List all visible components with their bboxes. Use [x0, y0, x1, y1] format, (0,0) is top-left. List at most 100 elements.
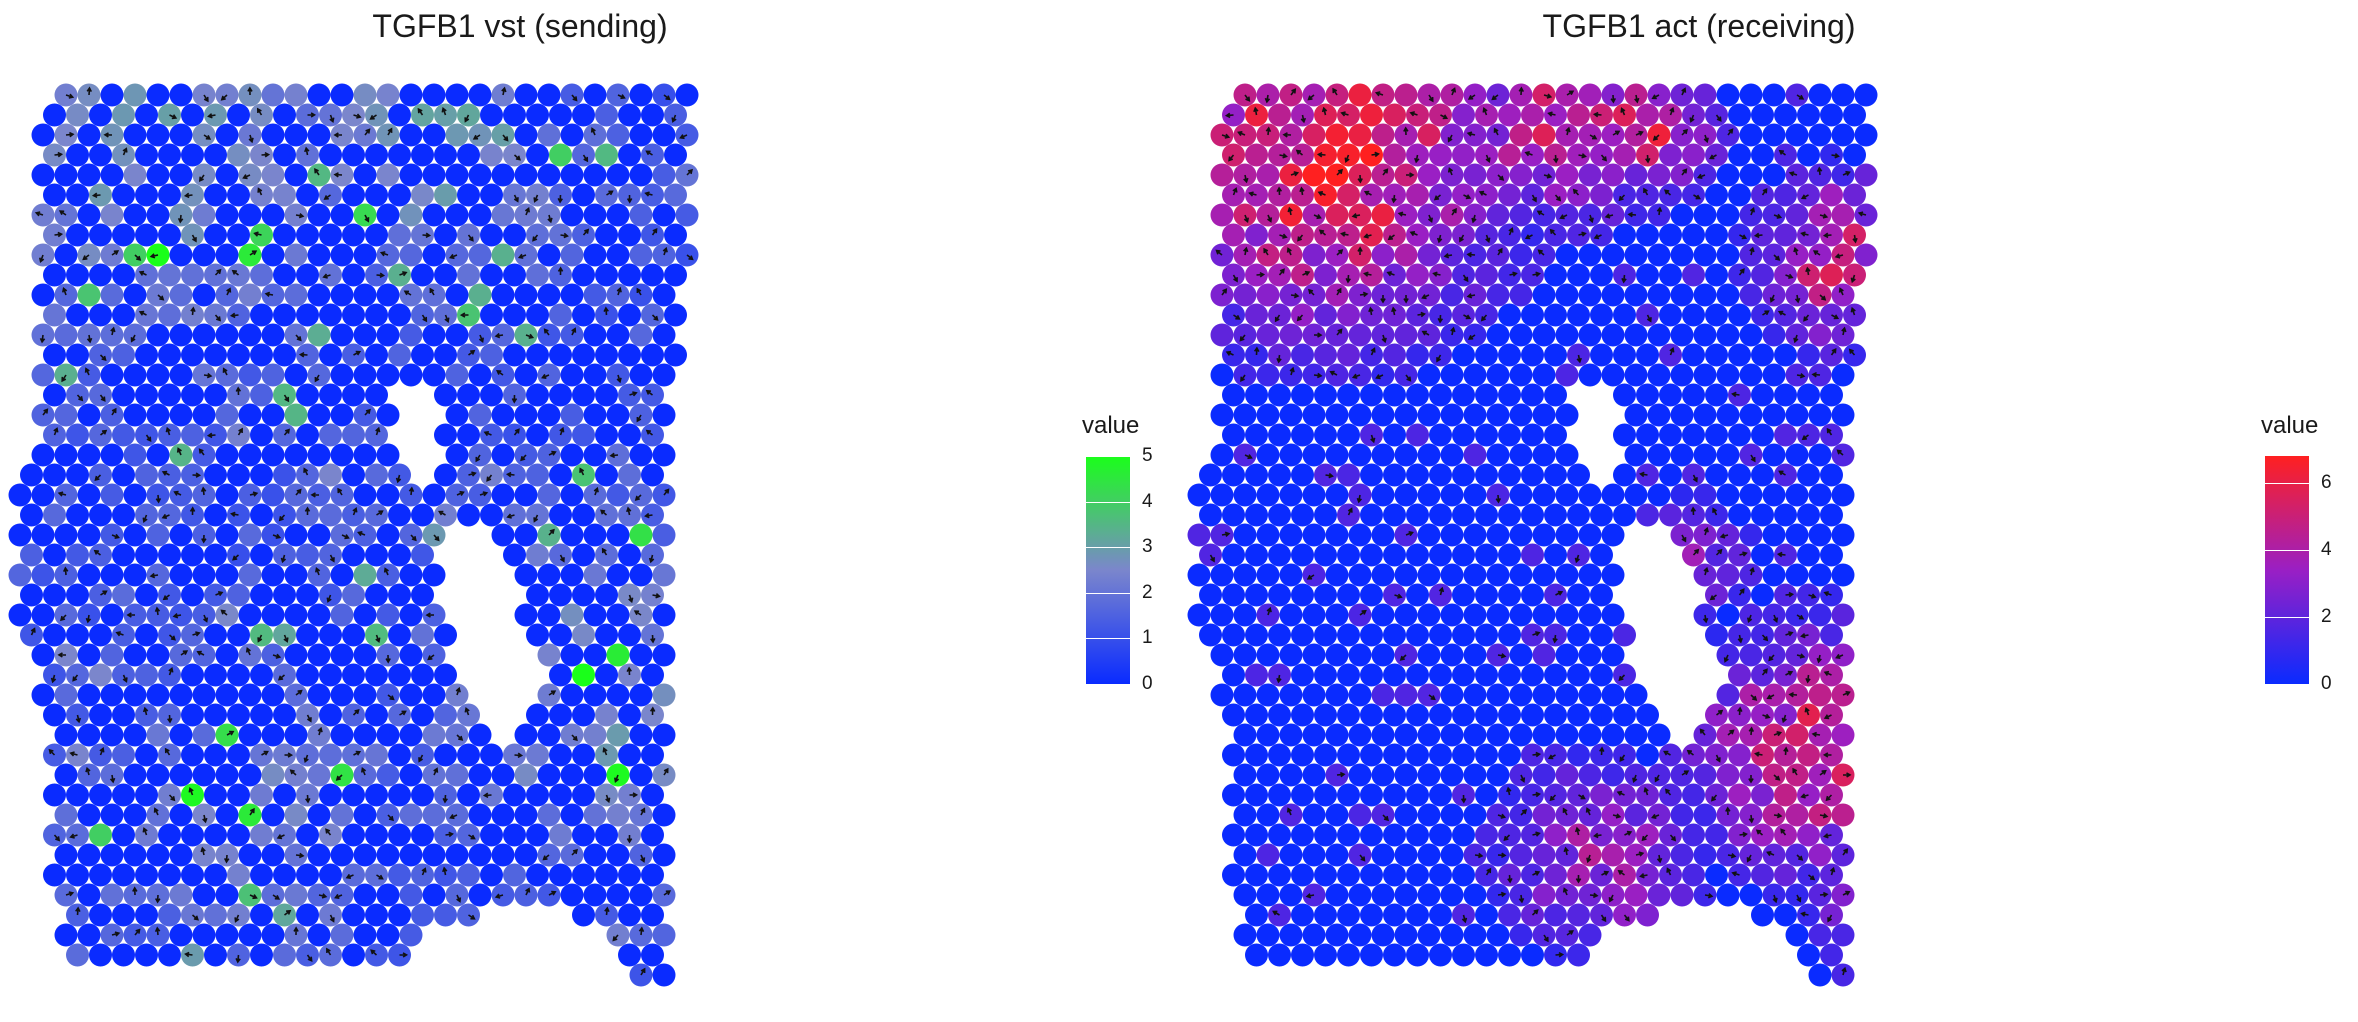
spot [1521, 103, 1544, 127]
spot [215, 883, 239, 907]
spot [1394, 243, 1418, 267]
flow-arrow [264, 291, 274, 298]
flow-arrow [229, 312, 239, 319]
spot [238, 763, 262, 787]
spot [204, 503, 227, 527]
spot [1210, 323, 1234, 347]
flow-arrow [272, 894, 281, 900]
flow-arrow [256, 107, 263, 116]
flow-arrow [202, 814, 208, 824]
spot [135, 183, 158, 207]
spot [572, 743, 595, 767]
flow-arrow [1663, 750, 1671, 756]
flow-arrow [1656, 854, 1663, 864]
flow-arrow [1336, 771, 1346, 778]
spot [1337, 303, 1360, 327]
spot [1475, 903, 1498, 927]
spot [1210, 163, 1234, 187]
spot [8, 563, 32, 587]
spot [595, 823, 618, 847]
spot [1279, 323, 1303, 347]
flow-arrow [1838, 287, 1844, 296]
spot [1728, 743, 1751, 767]
flow-arrow [295, 212, 305, 219]
spot [1256, 323, 1280, 347]
flow-arrow [1773, 254, 1781, 261]
spot [238, 723, 262, 747]
spot [388, 783, 411, 807]
spot [560, 123, 584, 147]
spot [1774, 503, 1797, 527]
spot [1394, 923, 1418, 947]
spot [1302, 243, 1326, 267]
flow-arrow [173, 490, 182, 496]
flow-arrow [1336, 287, 1342, 296]
flow-arrow [1433, 194, 1442, 201]
flow-arrow [1785, 273, 1794, 279]
spot [1233, 563, 1257, 587]
spot [606, 243, 630, 267]
flow-arrow [494, 332, 504, 339]
spot [1440, 603, 1464, 627]
flow-arrow [1547, 111, 1556, 117]
spot [641, 663, 664, 687]
flow-arrow [91, 192, 101, 199]
spot [583, 443, 607, 467]
spot [1233, 803, 1257, 827]
spot [376, 83, 400, 107]
flow-arrow [162, 594, 170, 601]
flow-arrow [277, 674, 286, 681]
flow-arrow [1382, 814, 1389, 822]
spot [43, 703, 66, 727]
spot [1762, 83, 1786, 107]
spot [353, 283, 377, 307]
spot [227, 143, 250, 167]
spot [1705, 303, 1728, 327]
flow-arrow [1267, 214, 1273, 223]
spot [618, 543, 641, 567]
flow-arrow [1652, 134, 1660, 141]
flow-arrow [1654, 774, 1660, 783]
spot [1256, 723, 1280, 747]
flow-arrow [1287, 206, 1293, 216]
spot [1452, 143, 1475, 167]
spot [1314, 743, 1337, 767]
spot [250, 583, 273, 607]
flow-arrow [1547, 754, 1556, 760]
spot [422, 883, 446, 907]
flow-arrow [222, 367, 228, 376]
spot [491, 763, 515, 787]
spot [1452, 663, 1475, 687]
flow-arrow [1325, 472, 1334, 479]
spot [1601, 563, 1625, 587]
spot [250, 903, 273, 927]
flow-arrow [1397, 211, 1407, 217]
spot [606, 123, 630, 147]
flow-arrow [468, 914, 476, 920]
flow-arrow [54, 231, 64, 238]
flow-arrow [206, 432, 216, 439]
spot [284, 723, 308, 747]
flow-arrow [1332, 87, 1338, 96]
flow-arrow [1329, 370, 1338, 376]
spot [1521, 303, 1544, 327]
spot [89, 943, 112, 967]
spot [330, 923, 354, 947]
flow-arrow [1356, 494, 1363, 504]
spot [1406, 743, 1429, 767]
flow-arrow [1641, 834, 1649, 842]
flow-arrow [1769, 294, 1775, 303]
spot [445, 403, 469, 427]
spot [583, 363, 607, 387]
spot [77, 163, 101, 187]
spot [537, 603, 561, 627]
flow-arrow [261, 750, 269, 756]
spot [1498, 743, 1521, 767]
spot [181, 703, 204, 727]
spot [1820, 943, 1843, 967]
spot [273, 223, 296, 247]
flow-arrow [326, 594, 332, 603]
spot [583, 803, 607, 827]
spot [537, 483, 561, 507]
flow-arrow [323, 194, 331, 200]
